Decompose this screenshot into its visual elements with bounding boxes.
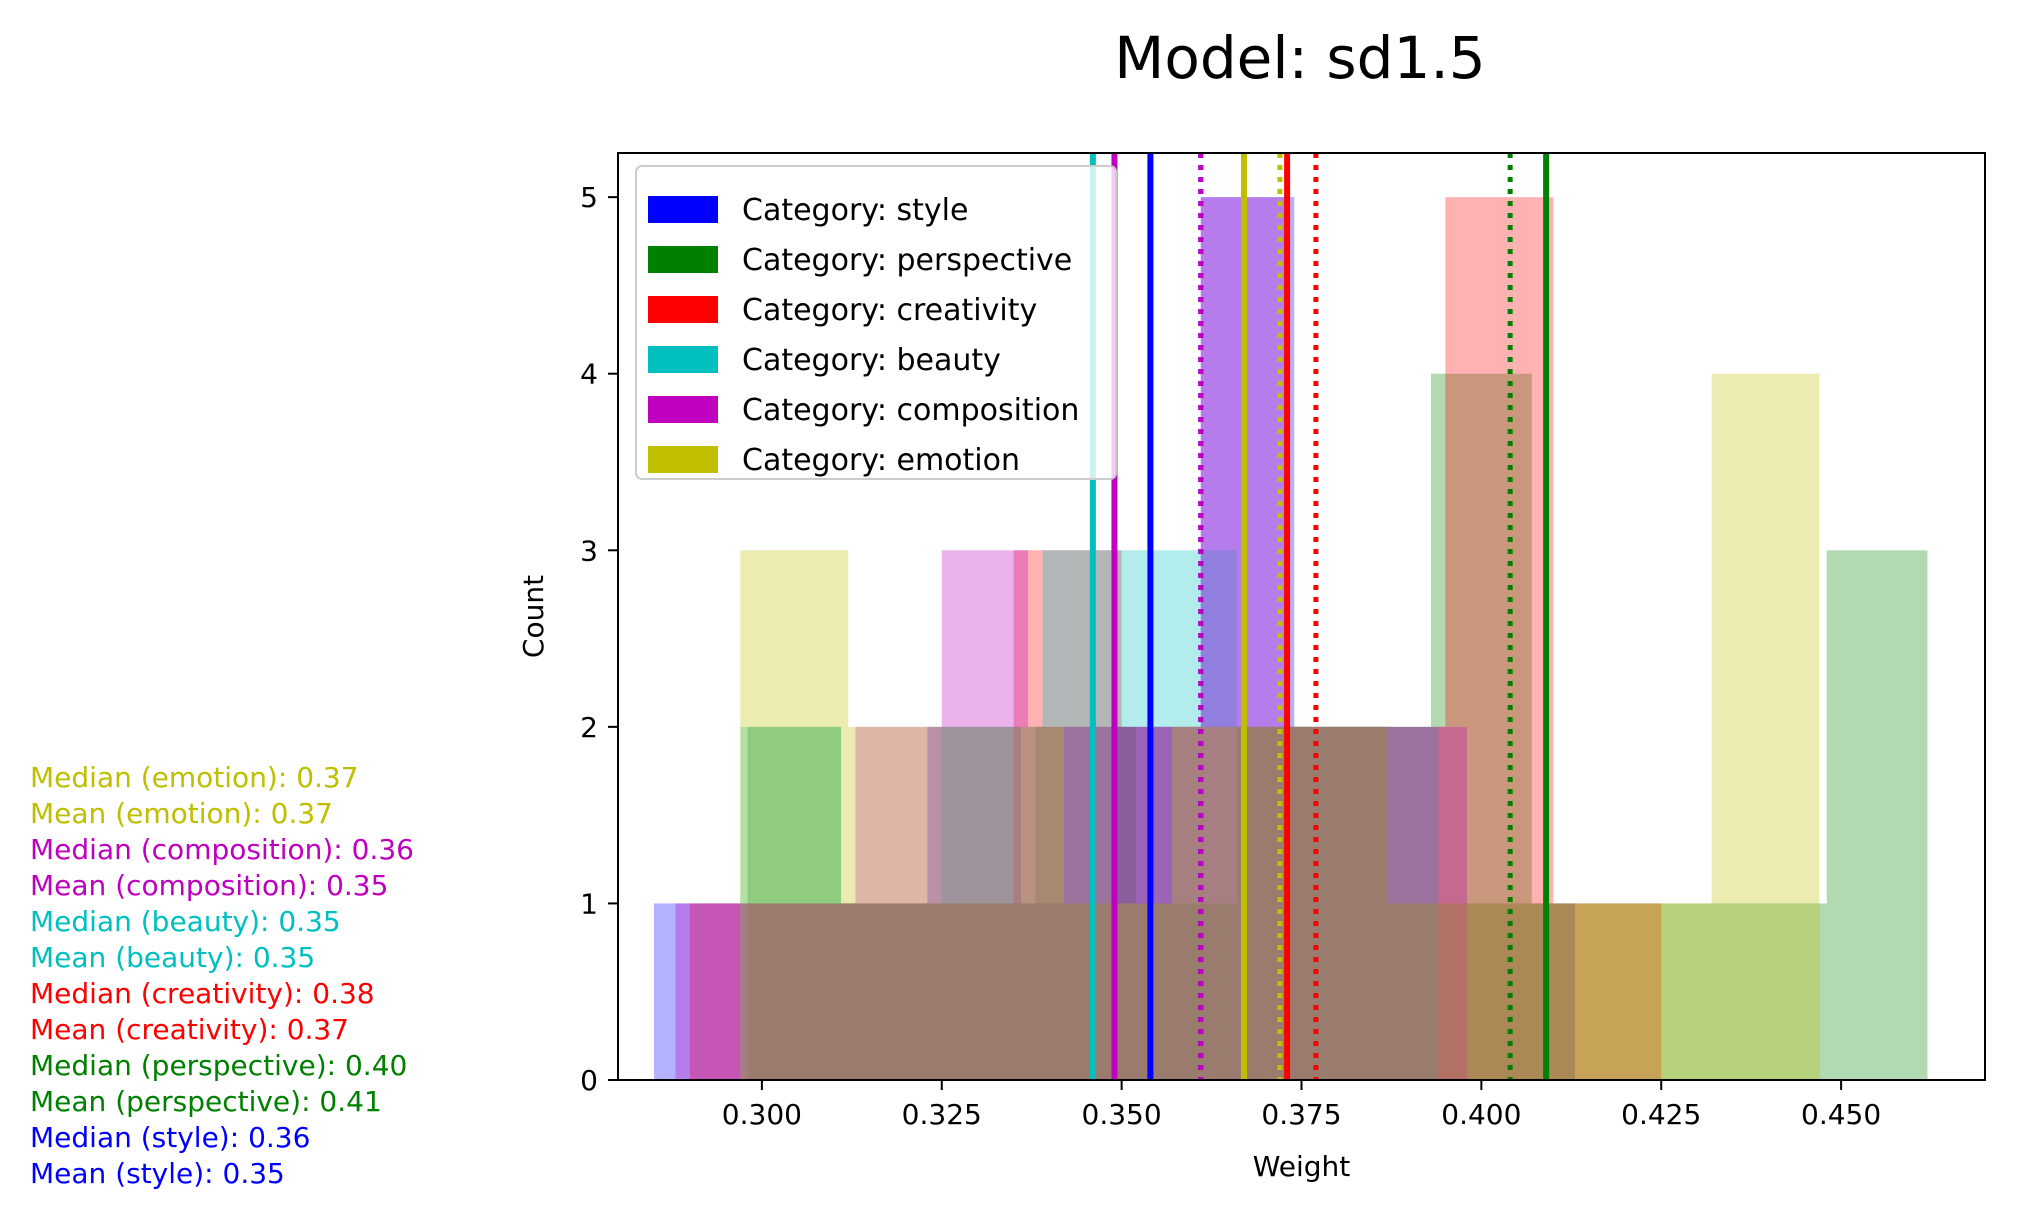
stat-line: Median (emotion): 0.37 <box>30 761 359 794</box>
bar-creativity-6 <box>1337 726 1446 1080</box>
bar-emotion-5 <box>1279 726 1388 1080</box>
bar-creativity-0 <box>689 903 798 1080</box>
bar-creativity-3 <box>1013 550 1122 1080</box>
y-axis-label: Count <box>517 575 550 658</box>
chart-title: Model: sd1.5 <box>1114 24 1485 92</box>
legend-swatch <box>648 346 718 373</box>
x-tick-label: 0.450 <box>1801 1098 1881 1131</box>
legend-label: Category: creativity <box>742 293 1037 328</box>
legend-label: Category: emotion <box>742 443 1020 478</box>
y-tick-label: 1 <box>580 887 598 920</box>
legend-label: Category: beauty <box>742 343 1001 378</box>
legend-swatch <box>648 196 718 223</box>
bar-emotion-6 <box>1387 903 1496 1080</box>
bar-emotion-7 <box>1495 903 1604 1080</box>
bar-composition-7 <box>1287 726 1374 1080</box>
stat-line: Median (creativity): 0.38 <box>30 977 375 1010</box>
y-tick-label: 3 <box>580 534 598 567</box>
bar-style-9 <box>1481 903 1575 1080</box>
bar-composition-2 <box>855 726 942 1080</box>
bar-style-4 <box>1020 903 1115 1080</box>
summary-statistics: Median (emotion): 0.37 Mean (emotion): 0.… <box>30 760 414 1192</box>
bar-creativity-1 <box>797 903 906 1080</box>
bar-perspective-11 <box>1826 550 1928 1080</box>
legend: Category: style Category: perspective Cate… <box>635 165 1117 480</box>
legend-swatch <box>648 446 718 473</box>
legend-label: Category: style <box>742 193 968 228</box>
stat-line: Mean (emotion): 0.37 <box>30 797 333 830</box>
bar-beauty-0 <box>740 726 842 1080</box>
legend-label: Category: perspective <box>742 243 1072 278</box>
bar-style-1 <box>747 903 834 1080</box>
bar-perspective-0 <box>747 726 842 1080</box>
stat-line: Median (style): 0.36 <box>30 1121 311 1154</box>
y-tick-label: 4 <box>580 358 598 391</box>
bar-beauty-3 <box>1042 550 1137 1080</box>
x-tick-label: 0.400 <box>1441 1098 1521 1131</box>
bar-beauty-1 <box>841 903 942 1080</box>
bar-composition-8 <box>1373 726 1467 1080</box>
stat-line: Mean (composition): 0.35 <box>30 869 389 902</box>
legend-box <box>635 165 1117 480</box>
x-tick-label: 0.300 <box>722 1098 802 1131</box>
x-axis-ticks: 0.300 0.325 0.350 0.375 0.400 0.425 0.450 <box>722 1080 1881 1131</box>
y-axis-ticks: 0 1 2 3 4 5 <box>580 181 618 1097</box>
bar-emotion-8 <box>1603 903 1712 1080</box>
bar-composition-5 <box>1114 726 1201 1080</box>
bar-style-2 <box>833 903 928 1080</box>
x-tick-label: 0.425 <box>1621 1098 1701 1131</box>
bar-composition-3 <box>941 550 1029 1080</box>
bar-composition-0 <box>675 903 762 1080</box>
stat-line: Mean (creativity): 0.37 <box>30 1013 350 1046</box>
bar-perspective-6 <box>1337 726 1432 1080</box>
bar-emotion-1 <box>848 726 957 1080</box>
bar-style-6 <box>1200 197 1295 1081</box>
bar-style-7 <box>1294 726 1388 1080</box>
bar-emotion-2 <box>956 726 1065 1080</box>
stat-line: Mean (style): 0.35 <box>30 1157 285 1190</box>
stat-line: Median (perspective): 0.40 <box>30 1049 408 1082</box>
bar-emotion-9 <box>1711 373 1820 1080</box>
y-tick-label: 0 <box>580 1064 598 1097</box>
stat-line: Mean (beauty): 0.35 <box>30 941 316 974</box>
bar-style-5 <box>1114 726 1201 1080</box>
bar-perspective-9 <box>1632 903 1726 1080</box>
stat-line: Median (composition): 0.36 <box>30 833 414 866</box>
bar-style-8 <box>1387 903 1482 1080</box>
legend-swatch <box>648 396 718 423</box>
bar-creativity-4 <box>1121 726 1230 1080</box>
bar-emotion-3 <box>1064 903 1172 1080</box>
x-tick-label: 0.325 <box>902 1098 982 1131</box>
x-tick-label: 0.350 <box>1082 1098 1162 1131</box>
bar-creativity-8 <box>1553 903 1662 1080</box>
stat-line: Mean (perspective): 0.41 <box>30 1085 382 1118</box>
bar-style-0 <box>653 903 748 1080</box>
histogram-bars <box>653 197 1928 1081</box>
bar-composition-4 <box>1028 726 1115 1080</box>
y-tick-label: 5 <box>580 181 598 214</box>
legend-label: Category: composition <box>742 393 1079 428</box>
bar-beauty-2 <box>941 726 1043 1080</box>
bar-creativity-7 <box>1445 197 1554 1081</box>
stat-line: Median (beauty): 0.35 <box>30 905 341 938</box>
bar-creativity-2 <box>905 903 1014 1080</box>
bar-style-3 <box>927 726 1021 1080</box>
legend-swatch <box>648 246 718 273</box>
y-tick-label: 2 <box>580 711 598 744</box>
x-tick-label: 0.375 <box>1261 1098 1341 1131</box>
bar-perspective-1 <box>841 903 942 1080</box>
bar-creativity-5 <box>1229 726 1338 1080</box>
mean-median-lines <box>1089 153 1550 1080</box>
legend-swatch <box>648 296 718 323</box>
bar-composition-1 <box>761 903 856 1080</box>
bar-emotion-4 <box>1171 726 1280 1080</box>
bar-beauty-6 <box>1337 726 1439 1080</box>
bar-perspective-10 <box>1725 903 1827 1080</box>
bar-perspective-2 <box>941 903 1036 1080</box>
bar-emotion-0 <box>740 550 849 1080</box>
bar-perspective-3 <box>1035 726 1137 1080</box>
bar-perspective-7 <box>1431 373 1532 1080</box>
x-axis-label: Weight <box>1253 1150 1351 1183</box>
